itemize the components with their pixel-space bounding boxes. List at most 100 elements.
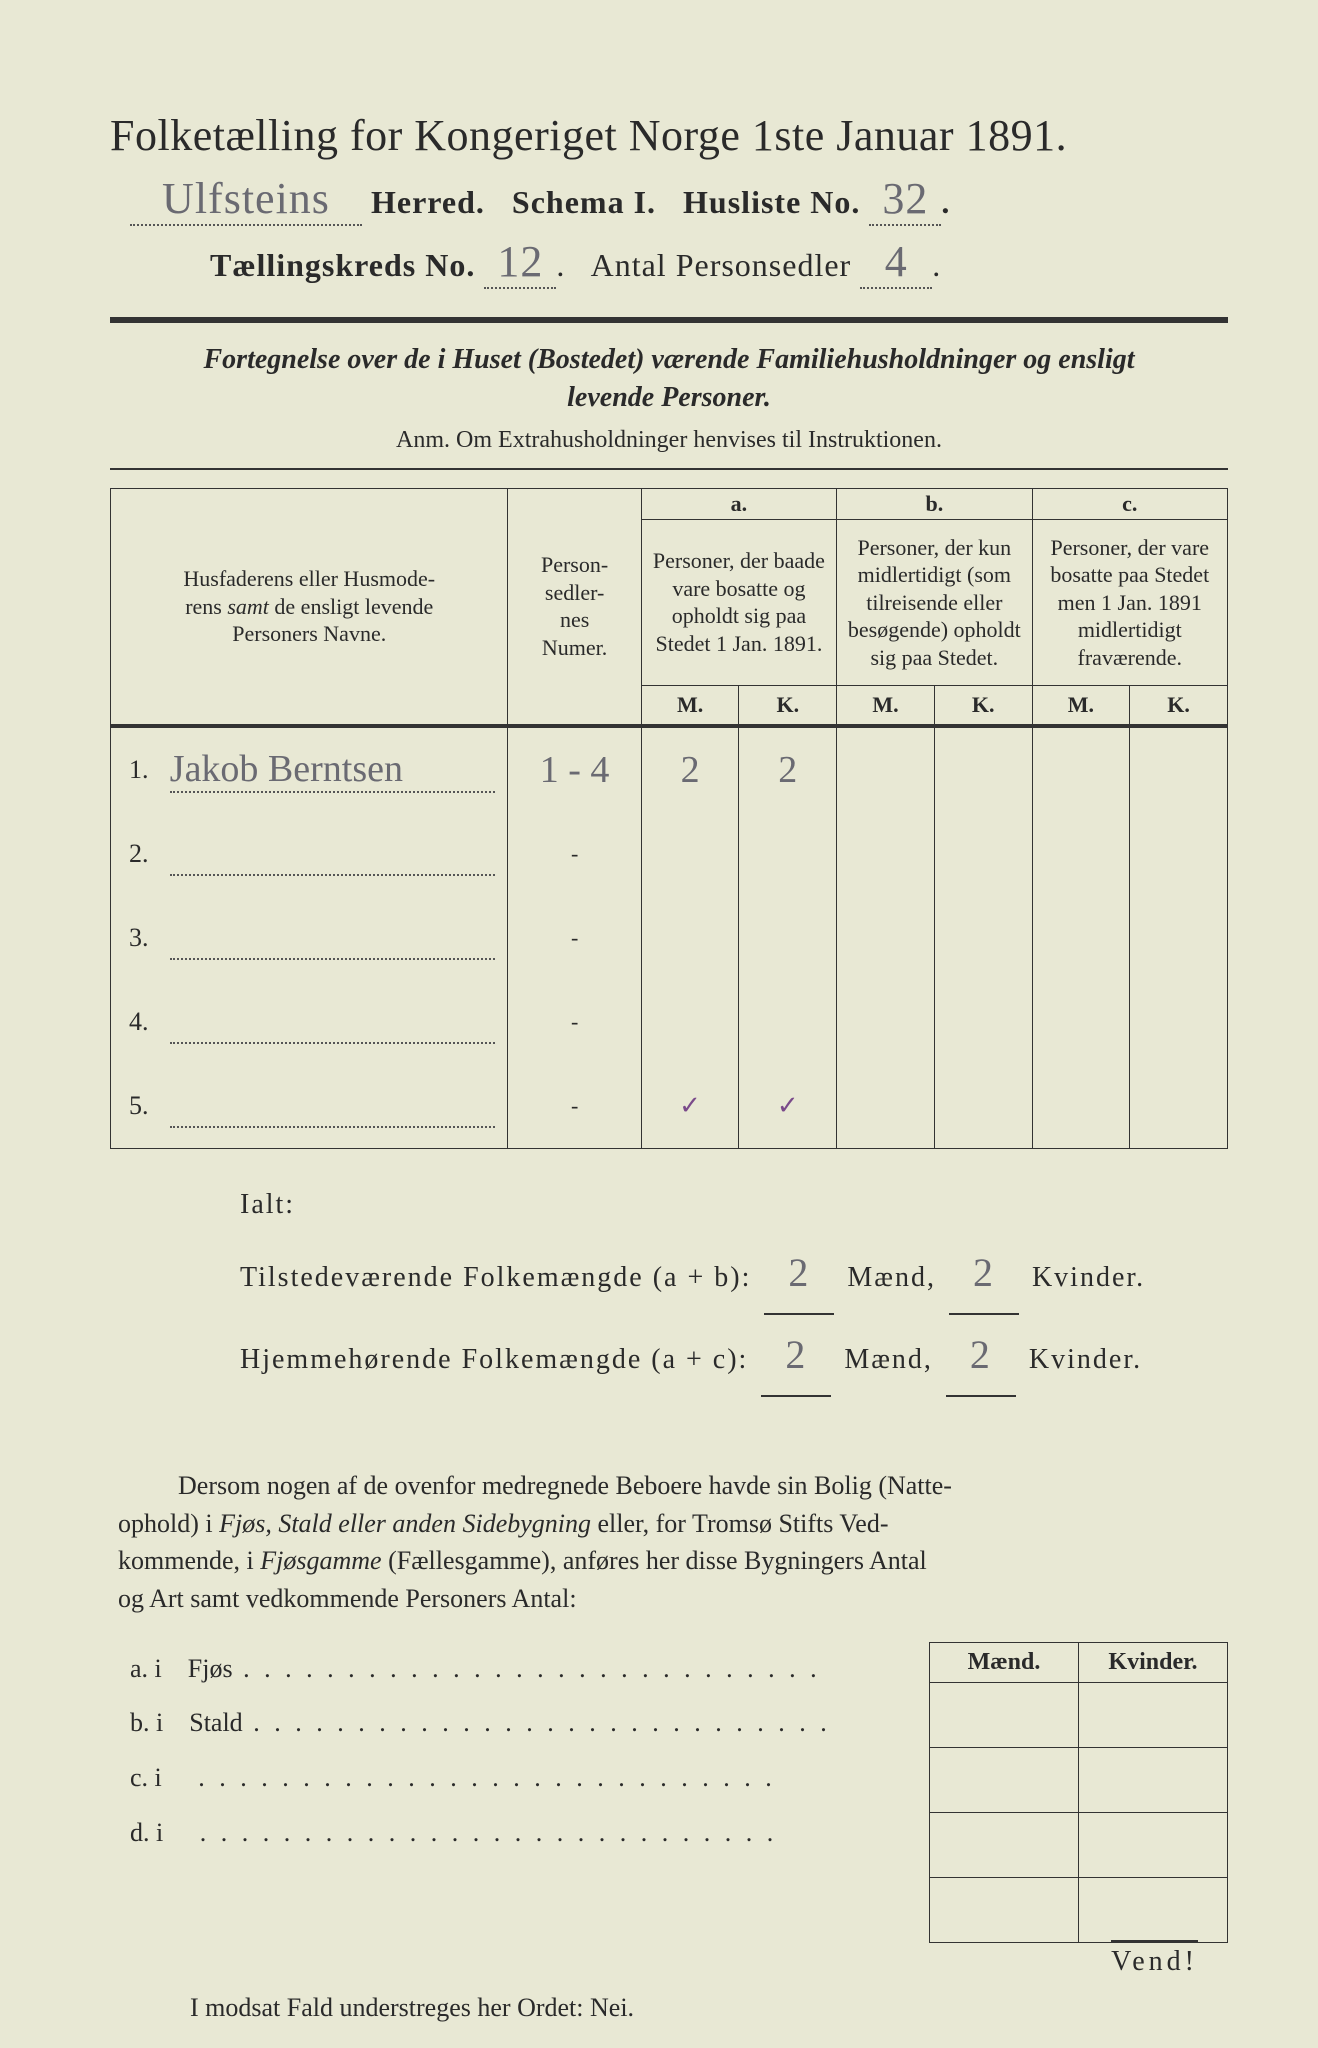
label-maend: Mænd, [847,1262,936,1293]
col-header-numer: Person-sedler-nesNumer. [508,488,641,726]
census-form-page: Folketælling for Kongeriget Norge 1ste J… [0,0,1318,2048]
household-name [170,832,496,876]
household-table: Husfaderens eller Husmode-rens samt de e… [110,488,1228,1150]
header-line-3: Tællingskreds No. 12. Antal Personsedler… [210,236,1228,289]
data-cell [934,726,1032,812]
totals-l2-m: 2 [761,1315,831,1397]
data-cell [641,980,739,1064]
totals-line-2: Hjemmehørende Folkemængde (a + c): 2 Mæn… [240,1315,1228,1397]
side-building-row: c. i . . . . . . . . . . . . . . . . . .… [130,1751,921,1806]
label-husliste: Husliste No. [683,184,860,220]
nei-line: I modsat Fald understreges her Ordet: Ne… [190,1993,1228,2023]
col-c-k: K. [1130,686,1228,727]
row-key: d. i [130,1818,163,1847]
data-cell: 2 [739,726,837,812]
data-cell [1130,812,1228,896]
data-cell: ✓ [641,1064,739,1149]
label-maend-2: Mænd, [844,1344,933,1375]
row-value: Stald [189,1708,242,1737]
data-cell [1032,1064,1130,1149]
vend-label: Vend! [1111,1940,1198,1978]
data-cell [837,812,935,896]
row-key: b. i [130,1708,163,1737]
tick-icon: ✓ [679,1091,701,1120]
totals-l2-k: 2 [946,1315,1016,1397]
mk-cell [1079,1812,1228,1877]
data-cell [934,896,1032,980]
data-cell [739,980,837,1064]
mk-cell [1079,1877,1228,1942]
label-kvinder: Kvinder. [1032,1262,1145,1293]
col-group-b: b. [837,488,1032,519]
side-building-table: a. i Fjøs . . . . . . . . . . . . . . . … [110,1642,1228,1943]
totals-line-1: Tilstedeværende Folkemængde (a + b): 2 M… [240,1233,1228,1315]
data-cell [837,726,935,812]
col-group-b-text: Personer, der kun midlertidigt (som tilr… [837,519,1032,686]
side-building-row: b. i Stald . . . . . . . . . . . . . . .… [130,1696,921,1751]
ialt-label: Ialt: [240,1177,1228,1233]
label-kvinder-2: Kvinder. [1029,1344,1142,1375]
table-row: 3. - [111,896,1228,980]
form-title: Folketælling for Kongeriget Norge 1ste J… [110,110,1228,161]
household-name: Jakob Berntsen [170,747,496,793]
mk-kvinder: Kvinder. [1079,1642,1228,1682]
row-number: 2. [111,812,164,896]
mk-cell [930,1877,1079,1942]
totals-l1-k: 2 [949,1233,1019,1315]
mk-cell [1079,1747,1228,1812]
row-key: a. i [130,1654,162,1683]
data-cell [934,812,1032,896]
data-cell [641,812,739,896]
dots-fill: . . . . . . . . . . . . . . . . . . . . … [233,1654,821,1683]
household-name [170,1000,496,1044]
data-cell [837,980,935,1064]
name-cell [164,812,508,896]
col-group-c-text: Personer, der vare bosatte paa Stedet me… [1032,519,1227,686]
data-cell [934,1064,1032,1149]
col-b-m: M. [837,686,935,727]
row-number: 3. [111,896,164,980]
herred-name-handwritten: Ulfsteins [130,173,362,226]
data-cell [1032,896,1130,980]
data-cell [837,896,935,980]
data-cell: - [508,980,641,1064]
name-cell [164,896,508,980]
totals-l1-m: 2 [764,1233,834,1315]
mk-maend: Mænd. [930,1642,1079,1682]
subheading: Fortegnelse over de i Huset (Bostedet) v… [150,341,1188,417]
name-cell [164,1064,508,1149]
row-key: c. i [130,1763,162,1792]
col-a-k: K. [739,686,837,727]
label-antal: Antal Personsedler [591,247,852,283]
data-cell [1130,726,1228,812]
data-cell [934,980,1032,1064]
data-cell: - [508,812,641,896]
data-cell [1130,1064,1228,1149]
col-group-a: a. [641,488,836,519]
col-a-m: M. [641,686,739,727]
label-kreds: Tællingskreds No. [210,247,475,283]
side-building-row: a. i Fjøs . . . . . . . . . . . . . . . … [130,1642,921,1697]
anm-note: Anm. Om Extrahusholdninger henvises til … [110,427,1228,454]
label-schema: Schema I. [512,184,656,220]
name-cell [164,980,508,1064]
data-cell [641,896,739,980]
data-cell: - [508,896,641,980]
dots-fill: . . . . . . . . . . . . . . . . . . . . … [243,1708,831,1737]
mk-cell [1079,1682,1228,1747]
totals-block: Ialt: Tilstedeværende Folkemængde (a + b… [240,1177,1228,1397]
col-b-k: K. [934,686,1032,727]
household-name [170,916,496,960]
kreds-no: 12 [484,236,556,289]
data-cell [1032,812,1130,896]
mk-cell [930,1682,1079,1747]
row-value: Fjøs [188,1654,233,1683]
mk-cell [930,1812,1079,1877]
col-header-name: Husfaderens eller Husmode-rens samt de e… [111,488,508,726]
tick-icon: ✓ [777,1091,799,1120]
side-building-row: d. i . . . . . . . . . . . . . . . . . .… [130,1806,921,1861]
totals-l2-label: Hjemmehørende Folkemængde (a + c): [240,1344,748,1375]
row-number: 4. [111,980,164,1064]
data-cell: ✓ [739,1064,837,1149]
mk-table: Mænd. Kvinder. [929,1642,1228,1943]
